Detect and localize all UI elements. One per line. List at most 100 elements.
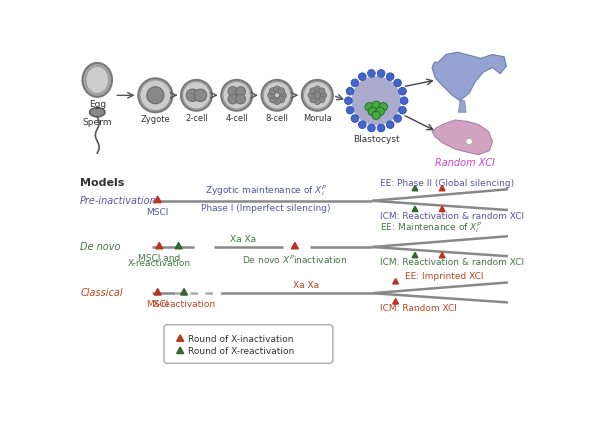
Ellipse shape	[89, 108, 105, 117]
Circle shape	[278, 88, 285, 95]
Circle shape	[387, 73, 394, 81]
Text: Zygote: Zygote	[140, 115, 170, 124]
Text: X-reactivation: X-reactivation	[128, 259, 191, 268]
Text: 4-cell: 4-cell	[226, 114, 248, 123]
Ellipse shape	[262, 80, 292, 111]
Circle shape	[379, 103, 388, 111]
Circle shape	[318, 88, 325, 94]
FancyBboxPatch shape	[164, 325, 333, 363]
Circle shape	[372, 101, 381, 110]
Text: Sperm: Sperm	[82, 118, 112, 127]
Circle shape	[394, 79, 401, 87]
Circle shape	[313, 92, 321, 99]
Circle shape	[274, 86, 281, 93]
Circle shape	[310, 88, 316, 94]
Text: ICM: Reactivation & random XCI: ICM: Reactivation & random XCI	[380, 211, 525, 221]
Ellipse shape	[223, 81, 250, 109]
Text: De novo $X^P$inactivation: De novo $X^P$inactivation	[242, 254, 348, 266]
Text: 8-cell: 8-cell	[266, 114, 288, 123]
Ellipse shape	[304, 81, 332, 109]
Ellipse shape	[139, 78, 172, 112]
Polygon shape	[412, 206, 418, 211]
Text: Pre-inactivation: Pre-inactivation	[80, 196, 157, 206]
Text: Classical: Classical	[80, 288, 123, 298]
Circle shape	[236, 87, 246, 96]
Circle shape	[269, 88, 276, 95]
Polygon shape	[154, 289, 161, 295]
Ellipse shape	[86, 66, 109, 94]
Circle shape	[310, 97, 316, 103]
Text: Round of X-inactivation: Round of X-inactivation	[188, 335, 294, 344]
Text: MSCI: MSCI	[146, 208, 169, 217]
Ellipse shape	[221, 80, 252, 111]
Circle shape	[186, 89, 199, 102]
Polygon shape	[458, 101, 466, 112]
Polygon shape	[439, 206, 445, 211]
Circle shape	[365, 103, 374, 111]
Text: Blastocyst: Blastocyst	[353, 135, 400, 143]
Circle shape	[466, 138, 472, 145]
Circle shape	[394, 115, 401, 122]
Ellipse shape	[82, 63, 112, 97]
Polygon shape	[439, 185, 445, 191]
Polygon shape	[156, 242, 163, 249]
Text: MSCI and: MSCI and	[138, 254, 181, 263]
Circle shape	[358, 73, 366, 81]
Text: 2-cell: 2-cell	[185, 114, 208, 123]
Circle shape	[368, 107, 377, 116]
Circle shape	[400, 97, 408, 105]
Text: ICM: Random XCI: ICM: Random XCI	[380, 304, 457, 313]
Polygon shape	[175, 242, 182, 249]
Ellipse shape	[263, 81, 291, 109]
Polygon shape	[176, 335, 184, 341]
Text: EE: Maintenance of $X_i^P$: EE: Maintenance of $X_i^P$	[380, 220, 482, 235]
Text: Xa Xa: Xa Xa	[294, 281, 320, 290]
Circle shape	[352, 76, 401, 125]
Text: X-reactivation: X-reactivation	[153, 300, 215, 309]
Circle shape	[269, 96, 276, 103]
Text: Round of X-reactivation: Round of X-reactivation	[188, 347, 294, 356]
Polygon shape	[392, 279, 398, 284]
Circle shape	[368, 70, 375, 77]
Polygon shape	[432, 120, 493, 154]
Text: Models: Models	[80, 178, 124, 188]
Circle shape	[398, 106, 406, 114]
Circle shape	[351, 115, 359, 122]
Circle shape	[377, 70, 385, 77]
Circle shape	[318, 97, 325, 103]
Circle shape	[376, 107, 384, 116]
Circle shape	[377, 124, 385, 132]
Circle shape	[228, 95, 238, 104]
Polygon shape	[412, 252, 418, 258]
Polygon shape	[412, 185, 418, 191]
Circle shape	[372, 111, 381, 119]
Text: ICM: Reactivation & random XCI: ICM: Reactivation & random XCI	[380, 258, 525, 267]
Polygon shape	[176, 347, 184, 354]
Circle shape	[268, 92, 275, 99]
Circle shape	[278, 96, 285, 103]
Text: Egg: Egg	[89, 100, 106, 109]
Circle shape	[314, 98, 320, 105]
Text: Phase I (Imperfect silencing): Phase I (Imperfect silencing)	[201, 204, 331, 213]
Text: Zygotic maintenance of $X_i^P$: Zygotic maintenance of $X_i^P$	[205, 183, 327, 198]
Circle shape	[274, 97, 281, 105]
Circle shape	[194, 89, 207, 102]
Circle shape	[308, 92, 314, 98]
Circle shape	[368, 124, 375, 132]
Ellipse shape	[140, 80, 171, 111]
Polygon shape	[291, 242, 298, 249]
Circle shape	[236, 95, 246, 104]
Text: Random XCI: Random XCI	[436, 158, 496, 168]
Text: MSCI: MSCI	[146, 300, 169, 309]
Text: De novo: De novo	[80, 242, 121, 252]
Polygon shape	[181, 289, 188, 295]
Circle shape	[358, 121, 366, 129]
Polygon shape	[439, 252, 445, 258]
Circle shape	[387, 121, 394, 129]
Circle shape	[147, 87, 164, 104]
Polygon shape	[432, 52, 506, 101]
Circle shape	[351, 79, 359, 87]
Circle shape	[345, 97, 352, 105]
Circle shape	[314, 86, 320, 92]
Circle shape	[320, 92, 327, 98]
